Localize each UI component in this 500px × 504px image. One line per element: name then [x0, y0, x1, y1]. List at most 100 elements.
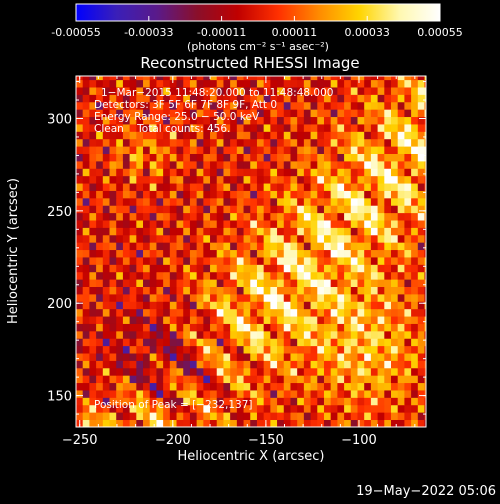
heatmap-cell	[129, 76, 137, 81]
heatmap-cell	[156, 404, 164, 413]
heatmap-cell	[169, 330, 177, 339]
heatmap-cell	[384, 360, 392, 369]
heatmap-cell	[310, 87, 318, 95]
heatmap-cell	[243, 264, 251, 273]
heatmap-cell	[176, 131, 184, 140]
heatmap-cell	[76, 308, 84, 317]
heatmap-cell	[109, 404, 117, 413]
heatmap-cell	[196, 293, 204, 302]
heatmap-cell	[357, 293, 365, 302]
heatmap-cell	[350, 338, 358, 347]
heatmap-cell	[330, 220, 338, 228]
heatmap-cell	[136, 382, 144, 391]
heatmap-cell	[370, 264, 378, 273]
heatmap-cell	[89, 116, 97, 125]
heatmap-cell	[163, 390, 171, 398]
heatmap-cell	[391, 183, 399, 191]
heatmap-cell	[350, 360, 358, 369]
heatmap-cell	[136, 301, 144, 310]
heatmap-cell	[250, 242, 258, 251]
heatmap-cell	[384, 197, 392, 206]
heatmap-cell	[377, 286, 385, 295]
heatmap-cell	[183, 197, 191, 206]
heatmap-cell	[424, 212, 426, 221]
heatmap-cell	[122, 205, 131, 214]
heatmap-cell	[364, 390, 372, 398]
heatmap-cell	[203, 227, 211, 236]
heatmap-cell	[256, 293, 265, 302]
heatmap-cell	[163, 353, 171, 361]
heatmap-cell	[102, 131, 110, 140]
heatmap-cell	[290, 382, 298, 391]
heatmap-cell	[189, 264, 198, 273]
heatmap-cell	[370, 101, 378, 110]
heatmap-cell	[337, 160, 345, 169]
heatmap-cell	[397, 146, 405, 154]
heatmap-cell	[210, 197, 218, 206]
heatmap-cell	[317, 94, 325, 103]
heatmap-cell	[243, 279, 251, 287]
heatmap-cell	[290, 375, 298, 384]
heatmap-cell	[149, 131, 157, 140]
heatmap-cell	[189, 293, 198, 302]
heatmap-cell	[82, 160, 90, 169]
heatmap-cell	[203, 338, 211, 347]
heatmap-cell	[263, 257, 271, 265]
heatmap-cell	[424, 116, 426, 125]
heatmap-cell	[109, 101, 117, 110]
heatmap-cell	[404, 190, 412, 199]
heatmap-cell	[116, 79, 124, 88]
heatmap-cell	[176, 404, 184, 413]
heatmap-cell	[323, 404, 332, 413]
heatmap-cell	[176, 242, 184, 251]
heatmap-cell	[136, 160, 144, 169]
heatmap-cell	[370, 168, 378, 177]
heatmap-cell	[370, 353, 378, 361]
heatmap-cell	[263, 345, 271, 354]
heatmap-cell	[196, 390, 204, 398]
heatmap-cell	[303, 175, 311, 184]
heatmap-cell	[270, 293, 278, 302]
heatmap-cell	[183, 79, 191, 88]
heatmap-cell	[149, 367, 157, 376]
heatmap-cell	[283, 353, 291, 361]
heatmap-cell	[183, 271, 191, 280]
heatmap-cell	[143, 190, 151, 199]
heatmap-cell	[404, 264, 412, 273]
heatmap-cell	[82, 94, 90, 103]
heatmap-cell	[344, 375, 352, 384]
heatmap-cell	[122, 323, 131, 332]
heatmap-cell	[196, 412, 204, 421]
heatmap-cell	[169, 124, 177, 132]
heatmap-cell	[89, 412, 97, 421]
heatmap-cell	[129, 390, 137, 398]
heatmap-cells	[76, 76, 426, 427]
heatmap-cell	[236, 412, 244, 421]
heatmap-cell	[143, 124, 151, 132]
heatmap-cell	[109, 79, 117, 88]
heatmap-cell	[317, 264, 325, 273]
colorbar-tick-label: 0.00011	[272, 26, 318, 39]
heatmap-cell	[189, 168, 198, 177]
heatmap-cell	[263, 146, 271, 154]
heatmap-cell	[143, 375, 151, 384]
heatmap-cell	[290, 353, 298, 361]
heatmap-cell	[210, 257, 218, 265]
heatmap-cell	[417, 183, 425, 191]
heatmap-cell	[203, 220, 211, 228]
heatmap-cell	[89, 286, 97, 295]
heatmap-cell	[256, 419, 265, 427]
heatmap-cell	[216, 109, 224, 118]
heatmap-cell	[136, 242, 144, 251]
heatmap-cell	[163, 286, 171, 295]
heatmap-cell	[283, 87, 291, 95]
heatmap-cell	[136, 360, 144, 369]
heatmap-cell	[310, 175, 318, 184]
heatmap-cell	[330, 234, 338, 243]
heatmap-cell	[283, 397, 291, 406]
heatmap-cell	[424, 190, 426, 199]
heatmap-cell	[290, 397, 298, 406]
heatmap-cell	[411, 183, 419, 191]
heatmap-cell	[344, 249, 352, 258]
heatmap-cell	[176, 397, 184, 406]
